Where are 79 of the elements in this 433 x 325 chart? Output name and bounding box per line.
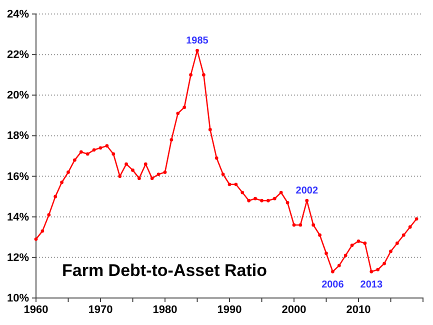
point	[240, 190, 244, 194]
point	[131, 168, 134, 172]
point	[66, 170, 70, 174]
point	[124, 162, 128, 166]
x-tick-label: 1960	[24, 304, 48, 316]
y-tick-label: 20%	[6, 90, 30, 102]
point	[196, 48, 199, 52]
point	[105, 144, 109, 148]
point	[54, 194, 58, 198]
point	[331, 270, 334, 274]
point	[228, 182, 232, 186]
point	[176, 112, 180, 116]
y-tick-label: 12%	[6, 252, 30, 264]
point	[337, 264, 341, 268]
y-tick-label: 16%	[6, 170, 30, 183]
annotation: 2002	[296, 186, 318, 197]
point	[73, 158, 76, 162]
point	[208, 128, 212, 132]
point	[389, 250, 392, 254]
point	[92, 148, 96, 152]
point	[221, 172, 225, 176]
point	[363, 242, 367, 245]
point	[247, 198, 251, 202]
point	[86, 152, 90, 156]
point	[376, 268, 380, 272]
point	[150, 176, 154, 180]
point	[408, 225, 412, 229]
point	[34, 237, 38, 241]
y-tick-label: 10%	[6, 292, 30, 305]
point	[98, 146, 102, 150]
point	[118, 174, 122, 178]
point	[305, 198, 309, 202]
point	[350, 244, 354, 247]
point	[318, 233, 322, 237]
point	[170, 138, 174, 142]
point	[40, 229, 44, 233]
point	[370, 270, 374, 274]
y-tick-label: 14%	[6, 211, 30, 224]
point	[344, 254, 348, 258]
point	[47, 213, 51, 217]
point	[112, 152, 116, 156]
point	[272, 196, 276, 200]
point	[292, 223, 296, 227]
x-tick-label: 1990	[217, 304, 242, 316]
point	[138, 176, 141, 180]
point	[298, 223, 302, 227]
x-tick-label: 2010	[346, 304, 371, 316]
x-tick-label: 2000	[282, 304, 306, 316]
point	[182, 106, 186, 110]
point	[202, 73, 206, 77]
point	[144, 162, 148, 166]
point	[214, 156, 218, 160]
point	[260, 198, 264, 202]
x-tick-label: 1980	[152, 304, 178, 316]
x-tick-label: 1970	[88, 304, 113, 316]
point	[356, 240, 360, 243]
point	[234, 182, 238, 186]
point	[279, 190, 283, 194]
point	[324, 252, 328, 256]
point	[79, 150, 83, 154]
point	[156, 172, 160, 176]
point	[402, 233, 406, 237]
point	[414, 217, 418, 221]
y-tick-label: 24%	[6, 8, 30, 21]
point	[254, 196, 257, 200]
point	[60, 180, 64, 184]
point	[382, 262, 386, 266]
point	[266, 198, 270, 202]
text: Farm Debt-to-Asset Ratio	[62, 261, 267, 280]
annotation: 2006	[322, 280, 344, 291]
point	[163, 170, 167, 174]
point	[312, 223, 316, 227]
annotation: 2013	[360, 280, 383, 291]
point	[189, 73, 192, 77]
y-tick-label: 22%	[6, 49, 30, 62]
y-tick-label: 18%	[6, 130, 30, 142]
annotation: 1985	[186, 36, 209, 47]
point	[396, 242, 399, 245]
point	[286, 200, 290, 204]
